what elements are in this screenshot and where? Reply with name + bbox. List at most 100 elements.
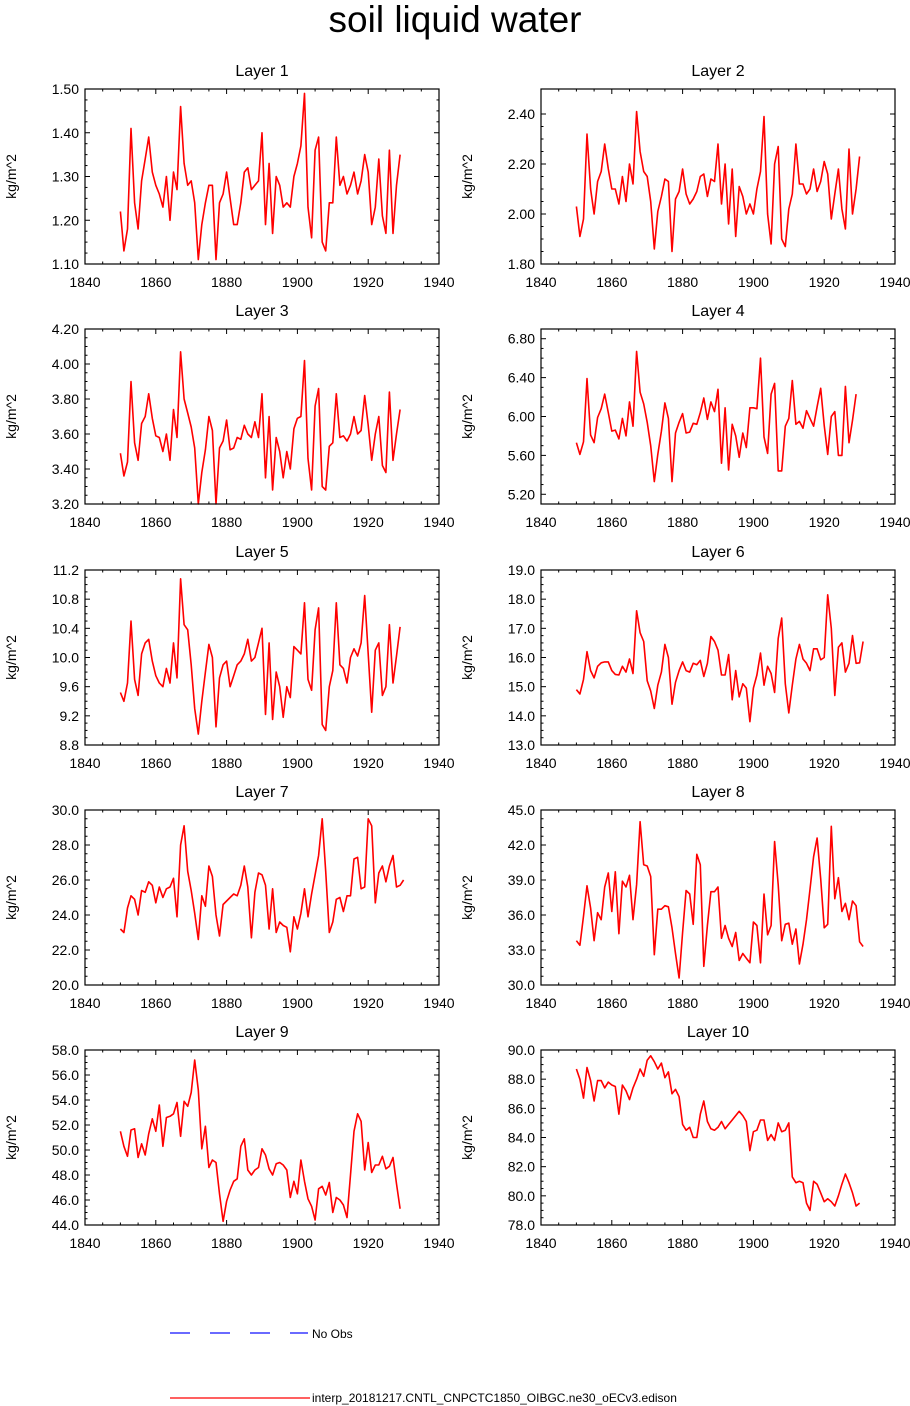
x-tick-label: 1920 <box>809 1235 840 1251</box>
x-tick-label: 1900 <box>282 514 313 530</box>
panel-title: Layer 7 <box>235 784 288 801</box>
y-tick-label: 19.0 <box>508 562 535 578</box>
x-tick-label: 1880 <box>211 274 242 290</box>
y-tick-label: 9.6 <box>60 679 80 695</box>
x-tick-label: 1920 <box>809 514 840 530</box>
series-line-layer-5 <box>119 577 401 735</box>
x-tick-label: 1940 <box>879 755 910 771</box>
x-tick-label: 1840 <box>525 995 556 1011</box>
series-line-layer-10 <box>575 1055 861 1212</box>
x-tick-label: 1880 <box>667 755 698 771</box>
x-tick-label: 1880 <box>667 274 698 290</box>
x-tick-label: 1920 <box>809 755 840 771</box>
y-tick-label: 1.40 <box>52 125 79 141</box>
x-tick-label: 1920 <box>353 514 384 530</box>
y-tick-label: 26.0 <box>52 872 79 888</box>
y-tick-label: 20.0 <box>52 977 79 993</box>
x-tick-label: 1880 <box>667 514 698 530</box>
x-tick-label: 1840 <box>525 1235 556 1251</box>
plot-frame <box>540 1049 896 1226</box>
x-tick-label: 1840 <box>525 514 556 530</box>
y-tick-label: 1.10 <box>52 256 79 272</box>
series-line-layer-4 <box>575 350 857 483</box>
y-tick-label: 24.0 <box>52 907 79 923</box>
y-tick-label: 4.00 <box>52 356 79 372</box>
series-line-layer-8 <box>575 820 864 979</box>
plot-frame <box>84 809 440 986</box>
plot-frame <box>540 569 896 746</box>
x-tick-label: 1940 <box>879 274 910 290</box>
x-tick-label: 1880 <box>211 995 242 1011</box>
x-tick-label: 1900 <box>282 995 313 1011</box>
x-tick-label: 1900 <box>738 995 769 1011</box>
y-tick-label: 54.0 <box>52 1092 79 1108</box>
y-tick-label: 14.0 <box>508 708 535 724</box>
y-tick-label: 90.0 <box>508 1042 535 1058</box>
legend-model-label: interp_20181217.CNTL_CNPCTC1850_OIBGC.ne… <box>312 1391 677 1405</box>
y-tick-label: 10.0 <box>52 650 79 666</box>
panel-title: Layer 8 <box>691 784 744 801</box>
series-line-layer-6 <box>575 593 864 723</box>
x-tick-label: 1900 <box>282 1235 313 1251</box>
x-tick-label: 1860 <box>140 755 171 771</box>
y-axis-label: kg/m^2 <box>3 154 19 199</box>
y-tick-label: 5.20 <box>508 486 535 502</box>
y-axis-label: kg/m^2 <box>459 394 475 439</box>
panel-layer-10: Layer 10 kg/m^2 1840 1860 1880 1900 1920 1940 78… <box>459 1024 910 1251</box>
series-line-layer-7 <box>119 817 405 953</box>
plot-frame <box>84 328 440 505</box>
panel-title: Layer 3 <box>235 303 288 320</box>
y-tick-label: 78.0 <box>508 1217 535 1233</box>
x-tick-label: 1900 <box>738 274 769 290</box>
x-tick-label: 1920 <box>353 274 384 290</box>
y-axis-label: kg/m^2 <box>459 635 475 680</box>
y-tick-label: 86.0 <box>508 1100 535 1116</box>
panel-layer-3: Layer 3 kg/m^2 1840 1860 1880 1900 1920 1940 3.2… <box>3 303 455 530</box>
y-axis-label: kg/m^2 <box>459 154 475 199</box>
y-tick-label: 39.0 <box>508 872 535 888</box>
y-tick-label: 5.60 <box>508 447 535 463</box>
panel-layer-6: Layer 6 kg/m^2 1840 1860 1880 1900 1920 1940 13.… <box>459 544 910 771</box>
panel-title: Layer 1 <box>235 63 288 80</box>
x-tick-label: 1940 <box>879 1235 910 1251</box>
plot-frame <box>540 328 896 505</box>
x-tick-label: 1920 <box>809 274 840 290</box>
x-tick-label: 1860 <box>596 1235 627 1251</box>
y-tick-label: 3.40 <box>52 461 79 477</box>
y-tick-label: 36.0 <box>508 907 535 923</box>
y-axis-label: kg/m^2 <box>3 635 19 680</box>
y-tick-label: 46.0 <box>52 1192 79 1208</box>
y-tick-label: 13.0 <box>508 737 535 753</box>
series-line-layer-3 <box>119 350 401 505</box>
x-tick-label: 1860 <box>140 1235 171 1251</box>
x-tick-label: 1840 <box>69 274 100 290</box>
x-tick-label: 1840 <box>525 274 556 290</box>
y-tick-label: 10.4 <box>52 620 79 636</box>
x-tick-label: 1880 <box>667 995 698 1011</box>
plot-frame <box>540 809 896 986</box>
y-tick-label: 1.50 <box>52 81 79 97</box>
y-tick-label: 3.20 <box>52 496 79 512</box>
y-tick-label: 33.0 <box>508 942 535 958</box>
plot-frame <box>84 569 440 746</box>
y-tick-label: 30.0 <box>52 802 79 818</box>
series-line-layer-2 <box>575 110 861 253</box>
x-tick-label: 1880 <box>211 1235 242 1251</box>
x-tick-label: 1900 <box>738 755 769 771</box>
y-tick-label: 48.0 <box>52 1167 79 1183</box>
figure-title: soil liquid water <box>329 0 582 40</box>
legend: No Obs interp_20181217.CNTL_CNPCTC1850_O… <box>170 1327 677 1405</box>
x-tick-label: 1920 <box>353 1235 384 1251</box>
x-tick-label: 1940 <box>423 755 454 771</box>
y-tick-label: 4.20 <box>52 321 79 337</box>
y-tick-label: 58.0 <box>52 1042 79 1058</box>
panel-title: Layer 9 <box>235 1024 288 1041</box>
x-tick-label: 1880 <box>667 1235 698 1251</box>
y-tick-label: 42.0 <box>508 837 535 853</box>
y-tick-label: 45.0 <box>508 802 535 818</box>
y-tick-label: 10.8 <box>52 591 79 607</box>
y-tick-label: 2.20 <box>508 156 535 172</box>
legend-obs-label: No Obs <box>312 1327 353 1341</box>
x-tick-label: 1840 <box>69 995 100 1011</box>
y-tick-label: 6.40 <box>508 370 535 386</box>
